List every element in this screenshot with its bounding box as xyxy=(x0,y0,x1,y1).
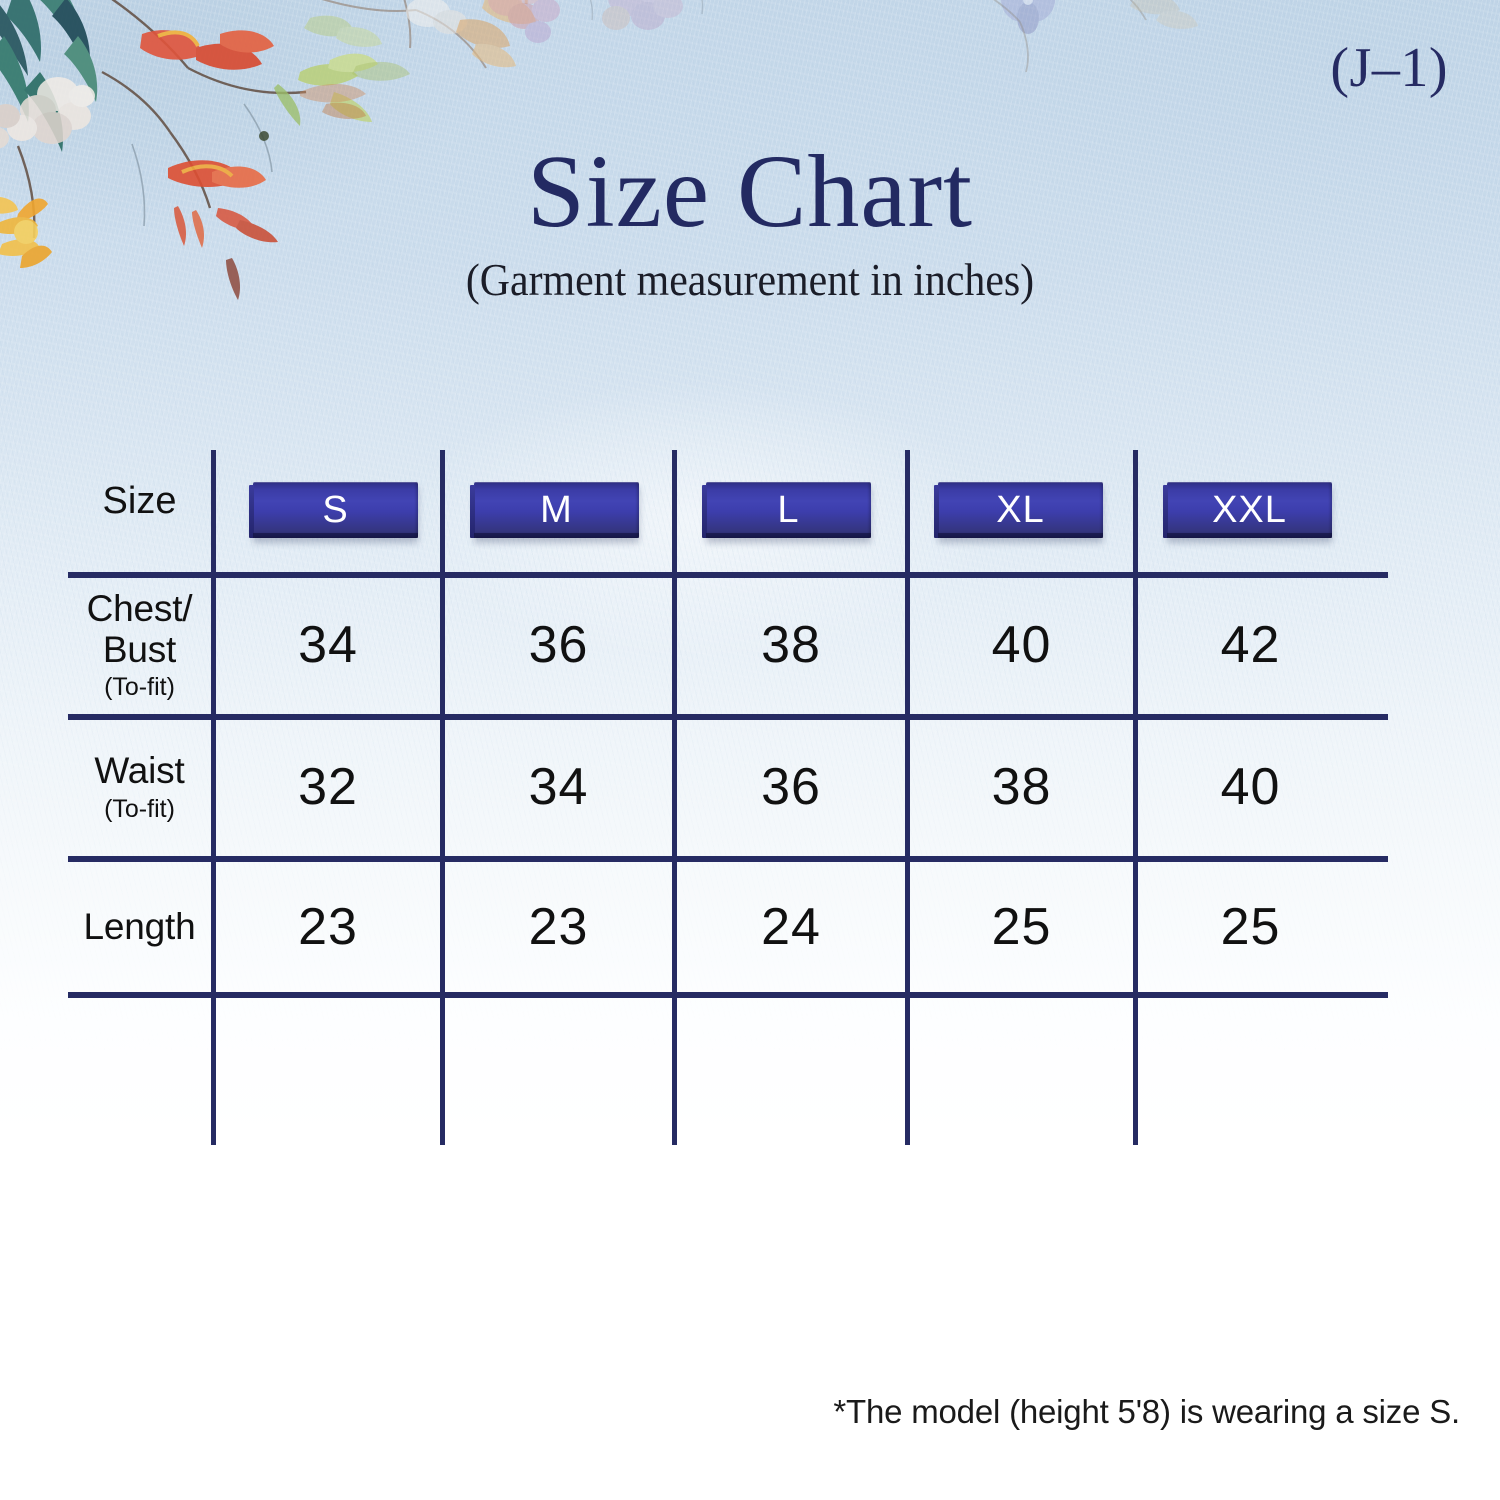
cell-value: 24 xyxy=(761,898,821,956)
grid-vline-1 xyxy=(211,450,216,1145)
cell-length-m: 23 xyxy=(445,862,672,992)
cell-chest-xl: 40 xyxy=(910,578,1133,712)
row-label-waist: Waist (To-fit) xyxy=(68,720,211,854)
cell-length-xl: 25 xyxy=(910,862,1133,992)
product-code-label: (J–1) xyxy=(1330,37,1448,99)
row-label-chest-bust: Chest/ Bust (To-fit) xyxy=(68,578,211,712)
model-footnote: *The model (height 5'8) is wearing a siz… xyxy=(833,1393,1460,1430)
cell-value: 34 xyxy=(298,616,358,674)
grid-vline-2 xyxy=(440,450,445,1145)
grid-vline-4 xyxy=(905,450,910,1145)
size-badge-label: L xyxy=(777,488,800,531)
cell-length-l: 24 xyxy=(677,862,905,992)
cell-value: 23 xyxy=(528,898,589,956)
row-label-note: (To-fit) xyxy=(104,794,175,823)
cell-waist-s: 32 xyxy=(216,720,440,854)
grid-hline-header xyxy=(68,572,1388,578)
cell-value: 40 xyxy=(1220,758,1281,816)
cell-waist-xxl: 40 xyxy=(1138,720,1363,854)
row-label-line2: Bust xyxy=(102,629,177,670)
cell-chest-s: 34 xyxy=(216,578,440,712)
grid-hline-3 xyxy=(68,992,1388,998)
size-badge-label: XL xyxy=(996,488,1045,531)
size-badge-label: XXL xyxy=(1212,488,1287,531)
size-badge-xl[interactable]: XL xyxy=(934,482,1103,538)
cell-length-s: 23 xyxy=(216,862,440,992)
cell-chest-xxl: 42 xyxy=(1138,578,1363,712)
cell-waist-l: 36 xyxy=(677,720,905,854)
size-badge-s[interactable]: S xyxy=(249,482,418,538)
page-subtitle: (Garment measurement in inches) xyxy=(465,255,1035,305)
cell-value: 40 xyxy=(991,616,1052,674)
cell-value: 36 xyxy=(761,758,821,816)
size-badge-xxl[interactable]: XXL xyxy=(1163,482,1332,538)
cell-value: 42 xyxy=(1220,616,1281,674)
cell-value: 32 xyxy=(298,758,358,816)
grid-hline-2 xyxy=(68,856,1388,862)
page-title: Size Chart xyxy=(526,134,974,249)
cell-value: 38 xyxy=(991,758,1052,816)
size-badge-m[interactable]: M xyxy=(470,482,639,538)
cell-value: 25 xyxy=(991,898,1052,956)
grid-hline-1 xyxy=(68,714,1388,720)
cell-value: 34 xyxy=(528,758,589,816)
cell-value: 36 xyxy=(528,616,589,674)
table-corner-label: Size xyxy=(102,480,177,522)
cell-waist-m: 34 xyxy=(445,720,672,854)
row-label-note: (To-fit) xyxy=(104,673,175,702)
size-badge-label: M xyxy=(540,488,573,531)
grid-vline-3 xyxy=(672,450,677,1145)
row-label-line1: Chest/ xyxy=(86,587,193,629)
row-label-length: Length xyxy=(68,862,211,992)
row-label-line1: Length xyxy=(83,906,196,948)
cell-value: 38 xyxy=(761,616,821,674)
cell-value: 25 xyxy=(1220,898,1281,956)
grid-vline-5 xyxy=(1133,450,1138,1145)
row-label-line1: Waist xyxy=(94,750,185,792)
cell-chest-m: 36 xyxy=(445,578,672,712)
size-chart-table: Size S M L XL XXL Chest/ Bust (To-fit) 3… xyxy=(68,450,1388,1150)
cell-value: 23 xyxy=(298,898,358,956)
cell-waist-xl: 38 xyxy=(910,720,1133,854)
size-badge-l[interactable]: L xyxy=(702,482,871,538)
cell-length-xxl: 25 xyxy=(1138,862,1363,992)
cell-chest-l: 38 xyxy=(677,578,905,712)
size-badge-label: S xyxy=(322,488,349,531)
